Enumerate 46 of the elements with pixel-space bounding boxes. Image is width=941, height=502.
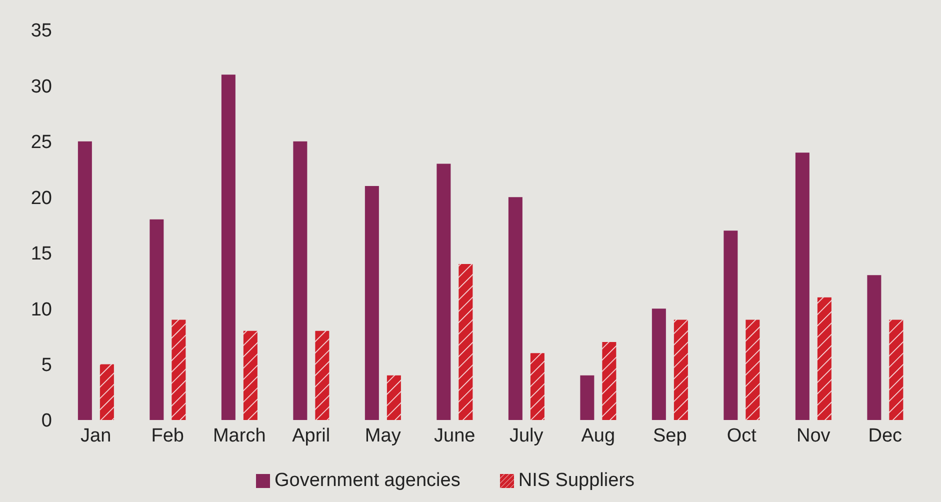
x-tick-label: April <box>292 425 330 446</box>
bar <box>100 364 114 420</box>
x-tick-label: Sep <box>652 425 687 446</box>
bar <box>867 275 882 420</box>
bar <box>602 342 616 420</box>
x-tick-label: March <box>212 425 266 446</box>
x-tick-label: July <box>509 425 544 446</box>
bar <box>150 219 164 420</box>
bar <box>458 264 473 420</box>
bar <box>674 320 688 420</box>
y-tick-label: 10 <box>30 299 52 320</box>
x-tick-label: May <box>364 425 402 446</box>
bar <box>746 320 760 420</box>
bar <box>817 297 832 420</box>
bar <box>436 164 451 420</box>
bar <box>508 197 522 420</box>
x-tick-label: Aug <box>581 425 616 446</box>
y-tick-label: 20 <box>30 188 52 209</box>
bar <box>364 186 379 420</box>
bar <box>172 320 186 420</box>
bar <box>243 330 258 420</box>
bar <box>580 375 594 420</box>
x-tick-label: June <box>434 425 476 446</box>
bar <box>889 320 904 420</box>
bar <box>652 308 666 420</box>
bar <box>386 375 401 420</box>
x-tick-label: Jan <box>80 425 112 446</box>
y-tick-label: 5 <box>41 355 52 376</box>
y-tick-label: 30 <box>30 76 52 98</box>
bar <box>795 152 810 420</box>
bar <box>293 141 308 420</box>
legend-label: Government agencies <box>274 470 460 491</box>
x-tick-label: Oct <box>726 425 758 446</box>
y-tick-label: 15 <box>30 244 52 265</box>
x-tick-label: Feb <box>151 425 184 446</box>
y-tick-label: 25 <box>30 132 52 154</box>
y-tick-label: 0 <box>41 410 52 432</box>
y-tick-label: 35 <box>30 20 52 42</box>
x-tick-label: Dec <box>868 425 902 446</box>
bar <box>221 74 236 420</box>
bar <box>724 230 738 420</box>
legend-label: NIS Suppliers <box>518 470 635 491</box>
x-tick-label: Nov <box>796 425 831 446</box>
bar <box>78 141 92 420</box>
bar <box>315 330 330 420</box>
bar <box>530 353 544 420</box>
